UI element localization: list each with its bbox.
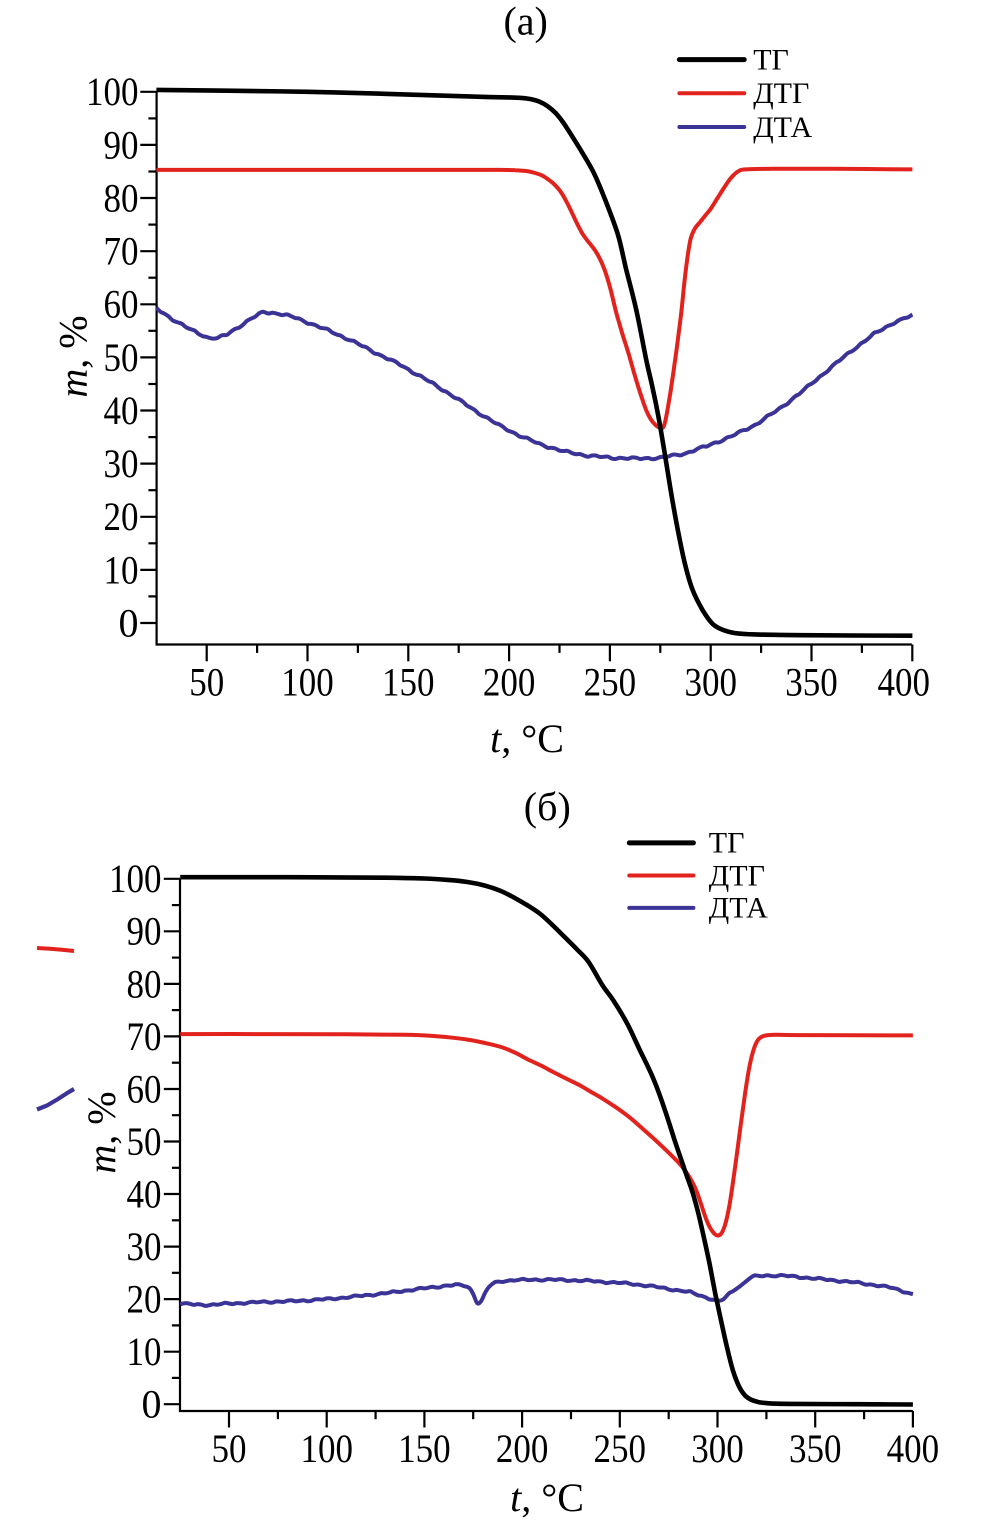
svg-text:m, %: m, %: [51, 315, 96, 397]
svg-text:60: 60: [127, 1066, 162, 1111]
svg-text:t, °C: t, °C: [490, 716, 564, 761]
svg-text:(а): (а): [503, 0, 547, 44]
svg-text:0: 0: [119, 600, 139, 645]
svg-text:90: 90: [127, 909, 162, 954]
svg-text:10: 10: [104, 547, 139, 592]
svg-text:50: 50: [127, 1119, 162, 1164]
svg-text:250: 250: [594, 1426, 647, 1471]
svg-text:350: 350: [789, 1426, 842, 1471]
svg-text:m, %: m, %: [79, 1091, 124, 1173]
svg-text:400: 400: [887, 1426, 940, 1471]
svg-text:40: 40: [127, 1171, 162, 1216]
svg-text:ДТА: ДТА: [753, 111, 812, 144]
svg-text:200: 200: [496, 1426, 549, 1471]
svg-text:ТГ: ТГ: [753, 43, 789, 76]
svg-text:150: 150: [398, 1426, 451, 1471]
svg-text:80: 80: [104, 175, 139, 220]
svg-text:300: 300: [691, 1426, 744, 1471]
svg-text:200: 200: [483, 660, 536, 705]
svg-text:50: 50: [104, 335, 139, 380]
svg-text:150: 150: [382, 660, 435, 705]
svg-text:ТГ: ТГ: [709, 827, 745, 860]
svg-text:30: 30: [127, 1224, 162, 1269]
svg-text:80: 80: [127, 961, 162, 1006]
svg-text:90: 90: [104, 122, 139, 167]
svg-text:100: 100: [281, 660, 334, 705]
svg-text:ДТГ: ДТГ: [709, 859, 765, 892]
svg-text:100: 100: [109, 856, 162, 901]
svg-text:10: 10: [127, 1329, 162, 1374]
svg-text:(б): (б): [524, 784, 571, 829]
svg-text:ДТА: ДТА: [709, 892, 768, 925]
svg-text:0: 0: [142, 1382, 162, 1427]
svg-text:t, °C: t, °C: [510, 1475, 584, 1520]
svg-text:50: 50: [189, 660, 224, 705]
svg-text:70: 70: [127, 1014, 162, 1059]
svg-text:40: 40: [104, 388, 139, 433]
svg-text:250: 250: [584, 660, 637, 705]
svg-text:20: 20: [127, 1277, 162, 1322]
svg-text:70: 70: [104, 229, 139, 274]
svg-text:100: 100: [300, 1426, 353, 1471]
svg-text:ДТГ: ДТГ: [753, 77, 809, 110]
svg-text:100: 100: [86, 69, 139, 114]
svg-text:350: 350: [785, 660, 838, 705]
svg-text:400: 400: [878, 660, 931, 705]
svg-text:20: 20: [104, 494, 139, 539]
svg-text:30: 30: [104, 441, 139, 486]
svg-text:50: 50: [212, 1426, 247, 1471]
svg-text:60: 60: [104, 282, 139, 327]
svg-text:300: 300: [684, 660, 737, 705]
